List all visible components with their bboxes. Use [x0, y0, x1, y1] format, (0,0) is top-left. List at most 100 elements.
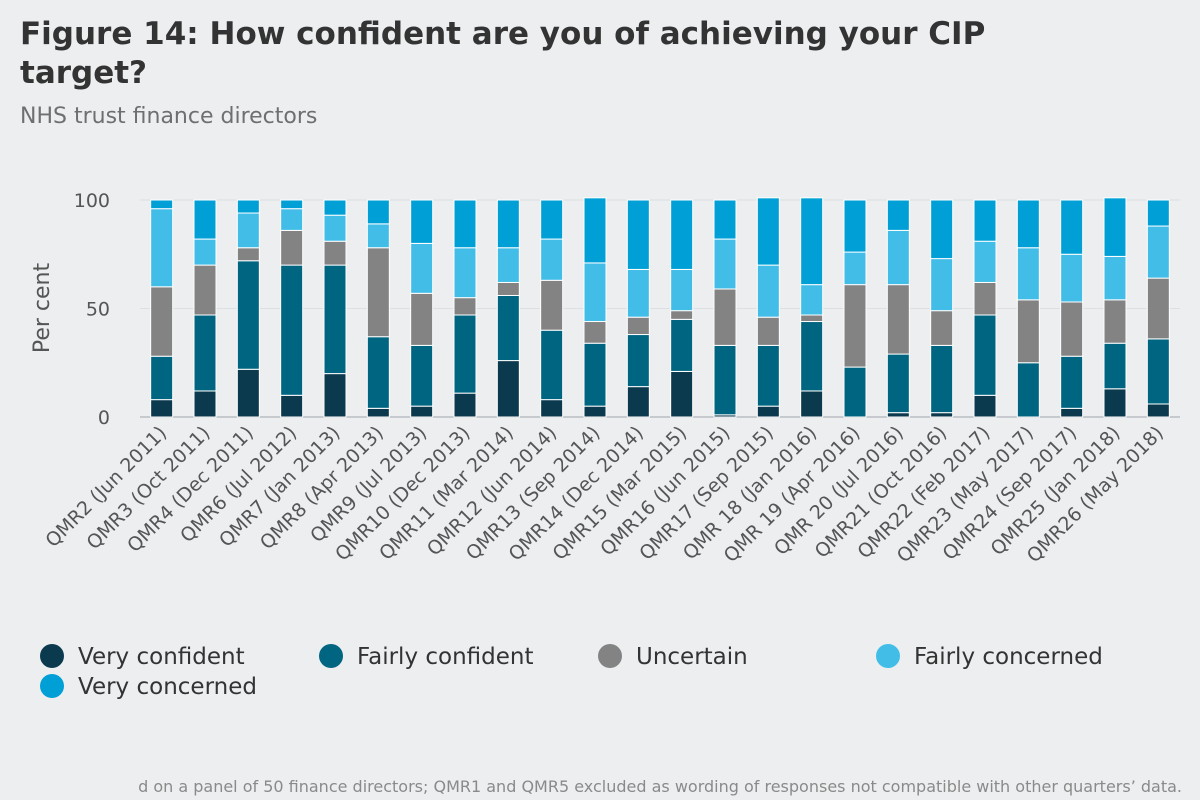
- bar-segment-fairly-confident: [713, 344, 737, 416]
- chart-title-line2: target?: [20, 55, 147, 91]
- bar-segment-fairly-confident: [366, 336, 390, 409]
- bar-segment-fairly-concerned: [236, 212, 260, 249]
- bar-segment-fairly-confident: [930, 344, 954, 414]
- bar-segment-very-concerned: [713, 199, 737, 240]
- bar-segment-uncertain: [1016, 299, 1040, 364]
- bar-segment-fairly-confident: [800, 321, 824, 392]
- bar-segment-fairly-confident: [193, 314, 217, 392]
- y-tick-label: 0: [98, 407, 110, 429]
- y-tick-label: 50: [86, 299, 110, 321]
- bar-segment-very-concerned: [756, 197, 780, 266]
- bar-segment-very-concerned: [540, 199, 564, 240]
- y-tick-label: 100: [74, 190, 110, 212]
- bar-segment-fairly-concerned: [410, 242, 434, 294]
- legend-label: Very confident: [78, 644, 245, 670]
- bar-segment-fairly-concerned: [1103, 255, 1127, 301]
- bar-segment-fairly-concerned: [540, 238, 564, 281]
- legend-label: Uncertain: [636, 644, 748, 670]
- bar-segment-uncertain: [670, 310, 694, 320]
- bar-segment-very-concerned: [453, 199, 477, 249]
- bar-segment-very-concerned: [280, 199, 304, 210]
- bar-segment-very-confident: [583, 405, 607, 418]
- bar-segment-fairly-confident: [583, 342, 607, 407]
- bar-segment-very-confident: [453, 392, 477, 418]
- bar-segment-fairly-confident: [280, 264, 304, 396]
- bar-segment-fairly-concerned: [496, 247, 520, 283]
- bar-segment-fairly-confident: [150, 355, 174, 401]
- bar-segment-uncertain: [193, 264, 217, 316]
- legend-swatch-very-concerned: [40, 674, 64, 698]
- bar-segment-fairly-concerned: [713, 238, 737, 290]
- bar-segment-very-confident: [323, 373, 347, 418]
- bar-segment-fairly-confident: [670, 318, 694, 372]
- legend: Very confident Fairly confident Uncertain F…: [40, 644, 1103, 700]
- bar-segment-uncertain: [626, 316, 650, 336]
- bar-segment-uncertain: [973, 281, 997, 316]
- bar-segment-fairly-concerned: [670, 268, 694, 312]
- bar-segment-very-confident: [150, 399, 174, 418]
- bar-segment-very-concerned: [150, 199, 174, 210]
- bar-segment-very-confident: [670, 370, 694, 418]
- legend-swatch-fairly-confident: [319, 644, 343, 668]
- bar-segment-uncertain: [453, 297, 477, 316]
- bar-segment-very-confident: [540, 399, 564, 418]
- bar-segment-very-concerned: [800, 197, 824, 286]
- bar-segment-fairly-confident: [453, 314, 477, 394]
- bar-segment-uncertain: [800, 314, 824, 323]
- bar-segment-very-confident: [280, 394, 304, 418]
- bar-segment-fairly-concerned: [323, 214, 347, 242]
- bar-segment-uncertain: [150, 286, 174, 357]
- grid: [140, 199, 1180, 418]
- bar-segment-very-concerned: [670, 199, 694, 270]
- bar-segment-fairly-concerned: [583, 262, 607, 323]
- bar-segment-very-confident: [1146, 403, 1170, 418]
- bar-segment-fairly-confident: [886, 353, 910, 414]
- bar-segment-very-confident: [626, 386, 650, 418]
- bar-segment-very-concerned: [930, 199, 954, 260]
- bar-segment-fairly-confident: [843, 366, 867, 418]
- bar-segment-very-concerned: [626, 199, 650, 270]
- bar-segment-uncertain: [1103, 299, 1127, 344]
- bar-segment-uncertain: [886, 284, 910, 355]
- bar-segment-very-concerned: [323, 199, 347, 216]
- bar-segment-fairly-confident: [756, 344, 780, 407]
- bar-segment-very-concerned: [973, 199, 997, 242]
- legend-swatch-uncertain: [598, 644, 622, 668]
- bar-segment-very-concerned: [843, 199, 867, 253]
- bar-segment-fairly-concerned: [756, 264, 780, 318]
- bar-segment-very-confident: [973, 394, 997, 418]
- bar-segment-fairly-confident: [973, 314, 997, 396]
- bar-segment-fairly-concerned: [800, 284, 824, 316]
- bar-segment-very-concerned: [236, 199, 260, 214]
- bar-segment-very-confident: [1060, 407, 1084, 418]
- legend-swatch-very-confident: [40, 644, 64, 668]
- legend-label: Fairly confident: [357, 644, 534, 670]
- bar-segment-fairly-concerned: [280, 208, 304, 231]
- bar-segment-uncertain: [540, 279, 564, 331]
- bar-segment-uncertain: [930, 310, 954, 346]
- bar-segment-very-confident: [496, 360, 520, 418]
- bar-segment-very-confident: [756, 405, 780, 418]
- bar-segment-fairly-concerned: [930, 258, 954, 312]
- bar-segment-uncertain: [1060, 301, 1084, 357]
- bar-segment-very-confident: [410, 405, 434, 418]
- bar-segment-very-concerned: [1103, 197, 1127, 257]
- bar-segment-fairly-confident: [1016, 362, 1040, 418]
- chart-subtitle: NHS trust finance directors: [20, 104, 317, 129]
- bar-segment-very-concerned: [1060, 199, 1084, 255]
- bar-segment-very-confident: [800, 390, 824, 418]
- bar-segment-fairly-confident: [496, 294, 520, 362]
- bar-segment-very-confident: [366, 407, 390, 418]
- bar-segment-fairly-concerned: [626, 268, 650, 318]
- bar-segment-very-concerned: [496, 199, 520, 249]
- bar-segment-uncertain: [713, 288, 737, 346]
- bar-segment-uncertain: [280, 229, 304, 266]
- bar-segment-fairly-concerned: [453, 247, 477, 299]
- bar-segment-fairly-confident: [236, 260, 260, 370]
- bar-segment-fairly-confident: [410, 344, 434, 407]
- bar-segment-very-concerned: [1016, 199, 1040, 249]
- bar-segment-uncertain: [1146, 277, 1170, 340]
- bar-segment-fairly-concerned: [886, 229, 910, 286]
- chart-title-line1: Figure 14: How confident are you of achi…: [20, 16, 985, 52]
